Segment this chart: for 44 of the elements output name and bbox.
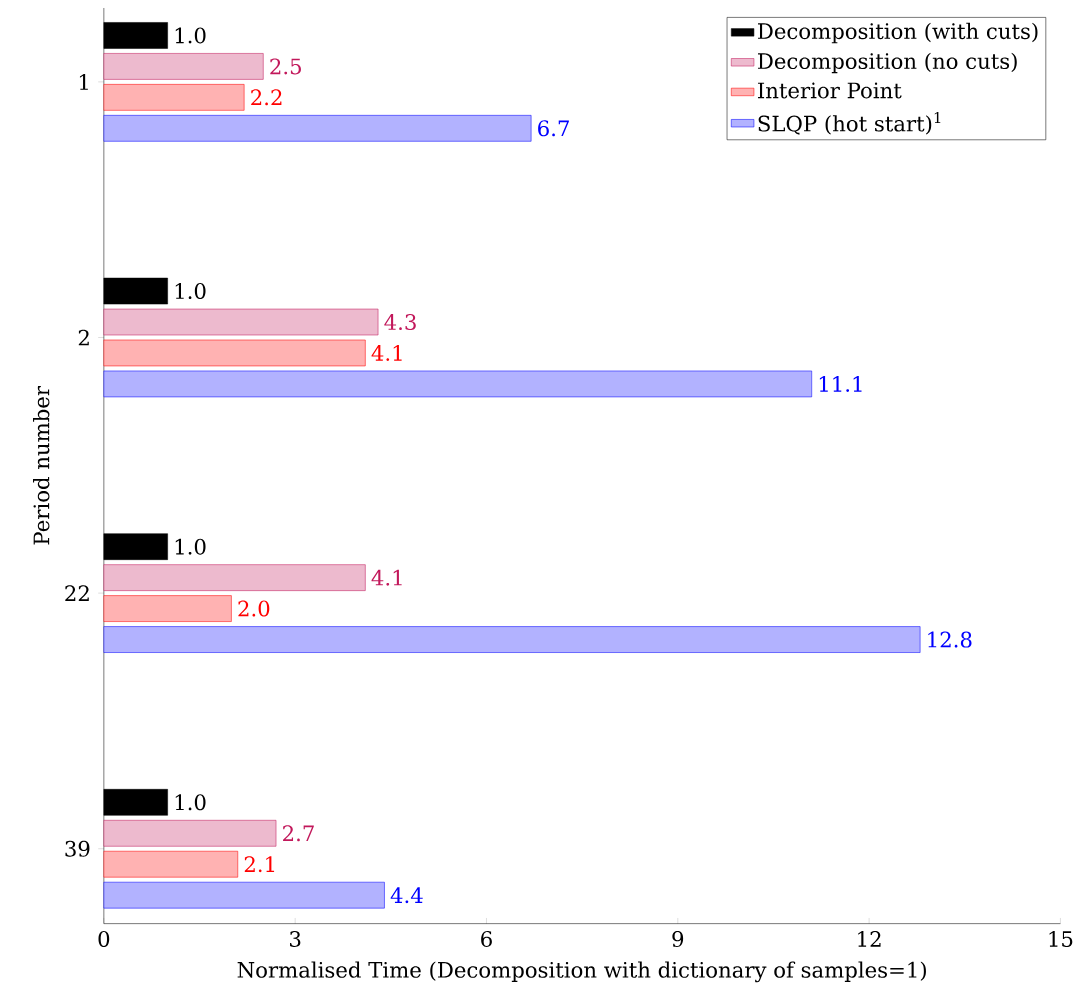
data-label: 11.1 bbox=[819, 376, 862, 393]
x-tick-label: 12 bbox=[858, 931, 881, 947]
data-label: 1.0 bbox=[175, 27, 206, 44]
x-tick-label: 3 bbox=[290, 931, 301, 948]
bar bbox=[103, 309, 379, 336]
data-label: 2.2 bbox=[251, 89, 282, 106]
data-label: 4.3 bbox=[384, 314, 416, 331]
x-axis-title: Normalised Time (Decomposition with dictionary of samples=1) bbox=[237, 961, 926, 983]
legend-label: Interior Point bbox=[758, 82, 902, 99]
y-tick-label: 1 bbox=[79, 74, 88, 90]
bar bbox=[103, 595, 232, 623]
bar bbox=[103, 851, 239, 878]
legend-label: Decomposition (with cuts) bbox=[758, 22, 1038, 44]
data-label: 1.0 bbox=[175, 794, 206, 811]
data-label: 1.0 bbox=[175, 538, 206, 555]
bar bbox=[103, 882, 385, 909]
data-label: 12.8 bbox=[928, 631, 972, 648]
bar bbox=[103, 564, 366, 592]
bar bbox=[103, 84, 245, 111]
data-label: 1.0 bbox=[175, 283, 206, 300]
data-label: 2.0 bbox=[238, 600, 270, 617]
bar bbox=[103, 626, 921, 654]
x-tick-label: 9 bbox=[672, 931, 684, 948]
data-label: 6.7 bbox=[538, 120, 569, 137]
legend-label: Decomposition (no cuts) bbox=[758, 52, 1017, 74]
bar bbox=[103, 370, 812, 398]
bar bbox=[103, 820, 277, 847]
bar bbox=[103, 339, 366, 367]
data-label: 2.1 bbox=[244, 856, 275, 873]
x-tick-label: 15 bbox=[1049, 931, 1073, 948]
bar bbox=[103, 115, 532, 142]
legend-label: SLQP (hot start)$^{1}$ bbox=[758, 112, 941, 135]
data-label: 2.5 bbox=[270, 58, 301, 75]
data-label: 2.7 bbox=[283, 825, 314, 842]
y-tick-label: 2 bbox=[78, 329, 89, 346]
x-tick-label: 6 bbox=[481, 931, 492, 948]
x-tick-label: 0 bbox=[98, 931, 110, 948]
data-label: 4.1 bbox=[371, 345, 402, 362]
y-axis-title: Period number bbox=[33, 386, 50, 545]
y-tick-label: 39 bbox=[65, 840, 90, 858]
data-label: 4.4 bbox=[390, 887, 423, 904]
data-label: 4.1 bbox=[371, 569, 402, 586]
y-tick-label: 22 bbox=[65, 585, 89, 602]
bar bbox=[103, 53, 264, 80]
